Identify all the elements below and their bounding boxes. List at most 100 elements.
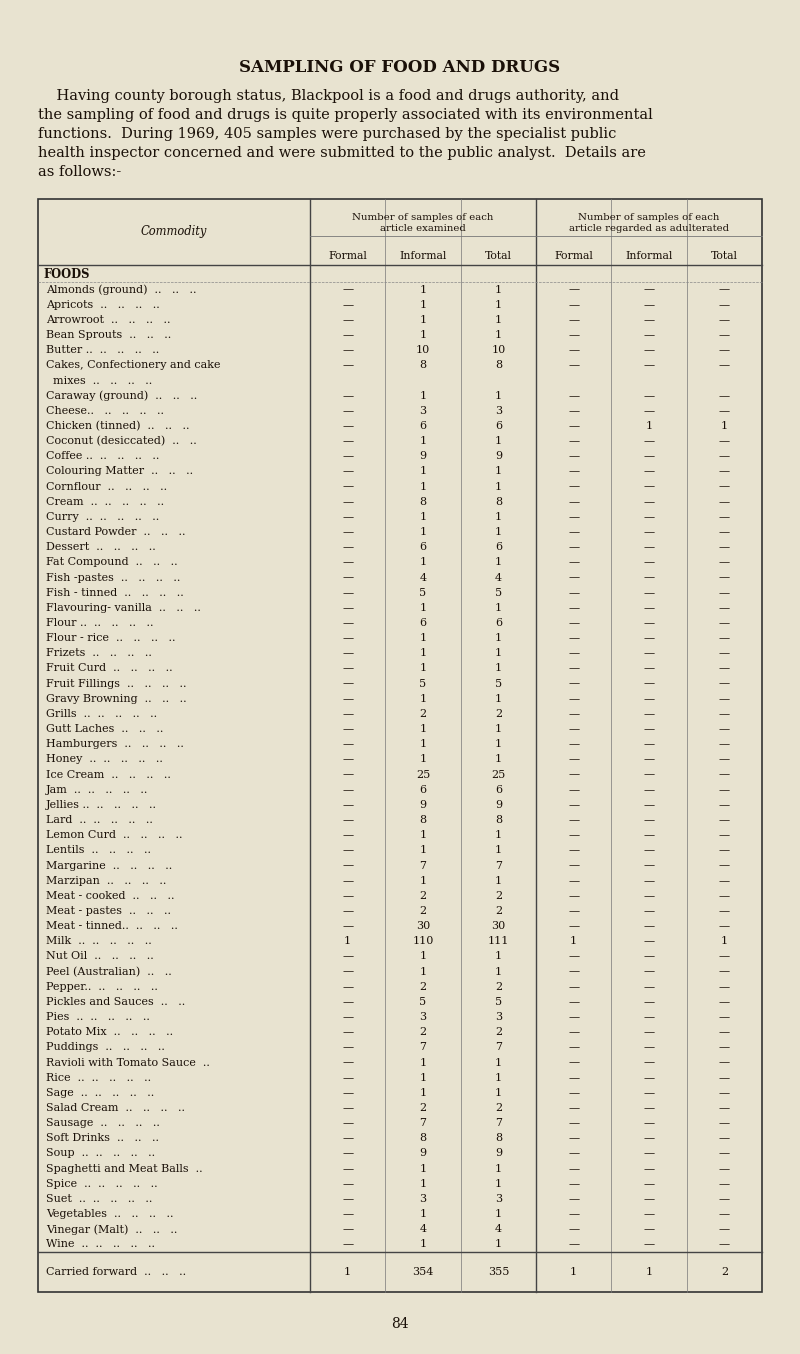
Text: —: — — [643, 1194, 654, 1204]
Text: Arrowroot  ..   ..   ..   ..: Arrowroot .. .. .. .. — [46, 315, 170, 325]
Text: Flavouring- vanilla  ..   ..   ..: Flavouring- vanilla .. .. .. — [46, 603, 201, 613]
Text: Vegetables  ..   ..   ..   ..: Vegetables .. .. .. .. — [46, 1209, 174, 1219]
Text: 1: 1 — [494, 603, 502, 613]
Text: —: — — [342, 1133, 354, 1143]
Text: —: — — [342, 1011, 354, 1022]
Text: —: — — [643, 876, 654, 886]
Text: 110: 110 — [412, 937, 434, 946]
Text: —: — — [643, 1148, 654, 1159]
Text: —: — — [568, 1057, 579, 1067]
Text: —: — — [342, 815, 354, 825]
Text: —: — — [568, 769, 579, 780]
Text: 6: 6 — [419, 542, 426, 552]
Text: —: — — [568, 1224, 579, 1235]
Text: —: — — [643, 345, 654, 355]
Text: —: — — [718, 982, 730, 991]
Text: —: — — [643, 937, 654, 946]
Text: Fish -pastes  ..   ..   ..   ..: Fish -pastes .. .. .. .. — [46, 573, 180, 582]
Text: —: — — [568, 967, 579, 976]
Text: 8: 8 — [419, 497, 426, 506]
Text: —: — — [342, 678, 354, 689]
Text: Carried forward  ..   ..   ..: Carried forward .. .. .. — [46, 1267, 186, 1277]
Text: —: — — [718, 1043, 730, 1052]
Text: —: — — [718, 1179, 730, 1189]
Text: —: — — [718, 1209, 730, 1219]
Text: —: — — [718, 467, 730, 477]
Text: 1: 1 — [419, 330, 426, 340]
Text: 3: 3 — [494, 406, 502, 416]
Text: —: — — [568, 1104, 579, 1113]
Text: —: — — [568, 634, 579, 643]
Text: —: — — [643, 299, 654, 310]
Text: SAMPLING OF FOOD AND DRUGS: SAMPLING OF FOOD AND DRUGS — [239, 60, 561, 76]
Text: 1: 1 — [494, 754, 502, 765]
Text: —: — — [718, 1163, 730, 1174]
Text: —: — — [718, 1104, 730, 1113]
Text: 1: 1 — [494, 391, 502, 401]
Text: 5: 5 — [494, 588, 502, 597]
Text: 9: 9 — [494, 1148, 502, 1159]
Text: —: — — [342, 558, 354, 567]
Text: —: — — [718, 603, 730, 613]
Text: 2: 2 — [494, 891, 502, 900]
Text: —: — — [718, 406, 730, 416]
Text: —: — — [568, 754, 579, 765]
Text: —: — — [568, 1011, 579, 1022]
Text: 355: 355 — [488, 1267, 509, 1277]
Text: —: — — [342, 482, 354, 492]
Text: Pickles and Sauces  ..   ..: Pickles and Sauces .. .. — [46, 997, 186, 1007]
Text: 7: 7 — [419, 1043, 426, 1052]
Text: —: — — [342, 754, 354, 765]
Text: —: — — [718, 785, 730, 795]
Text: —: — — [342, 1163, 354, 1174]
Text: —: — — [342, 284, 354, 295]
Text: —: — — [342, 982, 354, 991]
Text: —: — — [718, 1011, 730, 1022]
Text: —: — — [342, 709, 354, 719]
Text: —: — — [568, 436, 579, 445]
Text: Lard  ..  ..   ..   ..   ..: Lard .. .. .. .. .. — [46, 815, 153, 825]
Text: Meat - pastes  ..   ..   ..: Meat - pastes .. .. .. — [46, 906, 171, 917]
Text: —: — — [568, 1179, 579, 1189]
Text: —: — — [568, 678, 579, 689]
Text: —: — — [718, 360, 730, 371]
Text: —: — — [718, 345, 730, 355]
Text: —: — — [643, 512, 654, 521]
Text: 8: 8 — [419, 360, 426, 371]
Text: —: — — [568, 330, 579, 340]
Text: 1: 1 — [419, 649, 426, 658]
Text: —: — — [718, 1239, 730, 1250]
Text: —: — — [568, 1118, 579, 1128]
Text: Caraway (ground)  ..   ..   ..: Caraway (ground) .. .. .. — [46, 390, 198, 401]
Text: the sampling of food and drugs is quite properly associated with its environment: the sampling of food and drugs is quite … — [38, 108, 653, 122]
Text: —: — — [568, 649, 579, 658]
Text: 1: 1 — [419, 754, 426, 765]
Text: 1: 1 — [494, 1163, 502, 1174]
Text: Coffee ..  ..   ..   ..   ..: Coffee .. .. .. .. .. — [46, 451, 159, 462]
Text: Almonds (ground)  ..   ..   ..: Almonds (ground) .. .. .. — [46, 284, 197, 295]
Text: Grills  ..  ..   ..   ..   ..: Grills .. .. .. .. .. — [46, 709, 157, 719]
Text: —: — — [568, 876, 579, 886]
Text: —: — — [568, 588, 579, 597]
Text: —: — — [568, 693, 579, 704]
Text: —: — — [342, 1179, 354, 1189]
Text: —: — — [568, 558, 579, 567]
Text: —: — — [342, 406, 354, 416]
Text: Ravioli with Tomato Sauce  ..: Ravioli with Tomato Sauce .. — [46, 1057, 210, 1067]
Text: —: — — [643, 467, 654, 477]
Text: —: — — [643, 330, 654, 340]
Text: —: — — [718, 391, 730, 401]
Text: —: — — [568, 391, 579, 401]
Text: —: — — [342, 739, 354, 749]
Text: Salad Cream  ..   ..   ..   ..: Salad Cream .. .. .. .. — [46, 1104, 185, 1113]
Text: —: — — [643, 617, 654, 628]
Text: 2: 2 — [419, 906, 426, 917]
Text: 3: 3 — [419, 1194, 426, 1204]
Text: Fruit Curd  ..   ..   ..   ..: Fruit Curd .. .. .. .. — [46, 663, 173, 673]
Text: —: — — [643, 436, 654, 445]
Text: 1: 1 — [570, 1267, 578, 1277]
Text: 5: 5 — [494, 678, 502, 689]
Text: —: — — [643, 649, 654, 658]
Text: 1: 1 — [344, 937, 351, 946]
Text: —: — — [718, 815, 730, 825]
